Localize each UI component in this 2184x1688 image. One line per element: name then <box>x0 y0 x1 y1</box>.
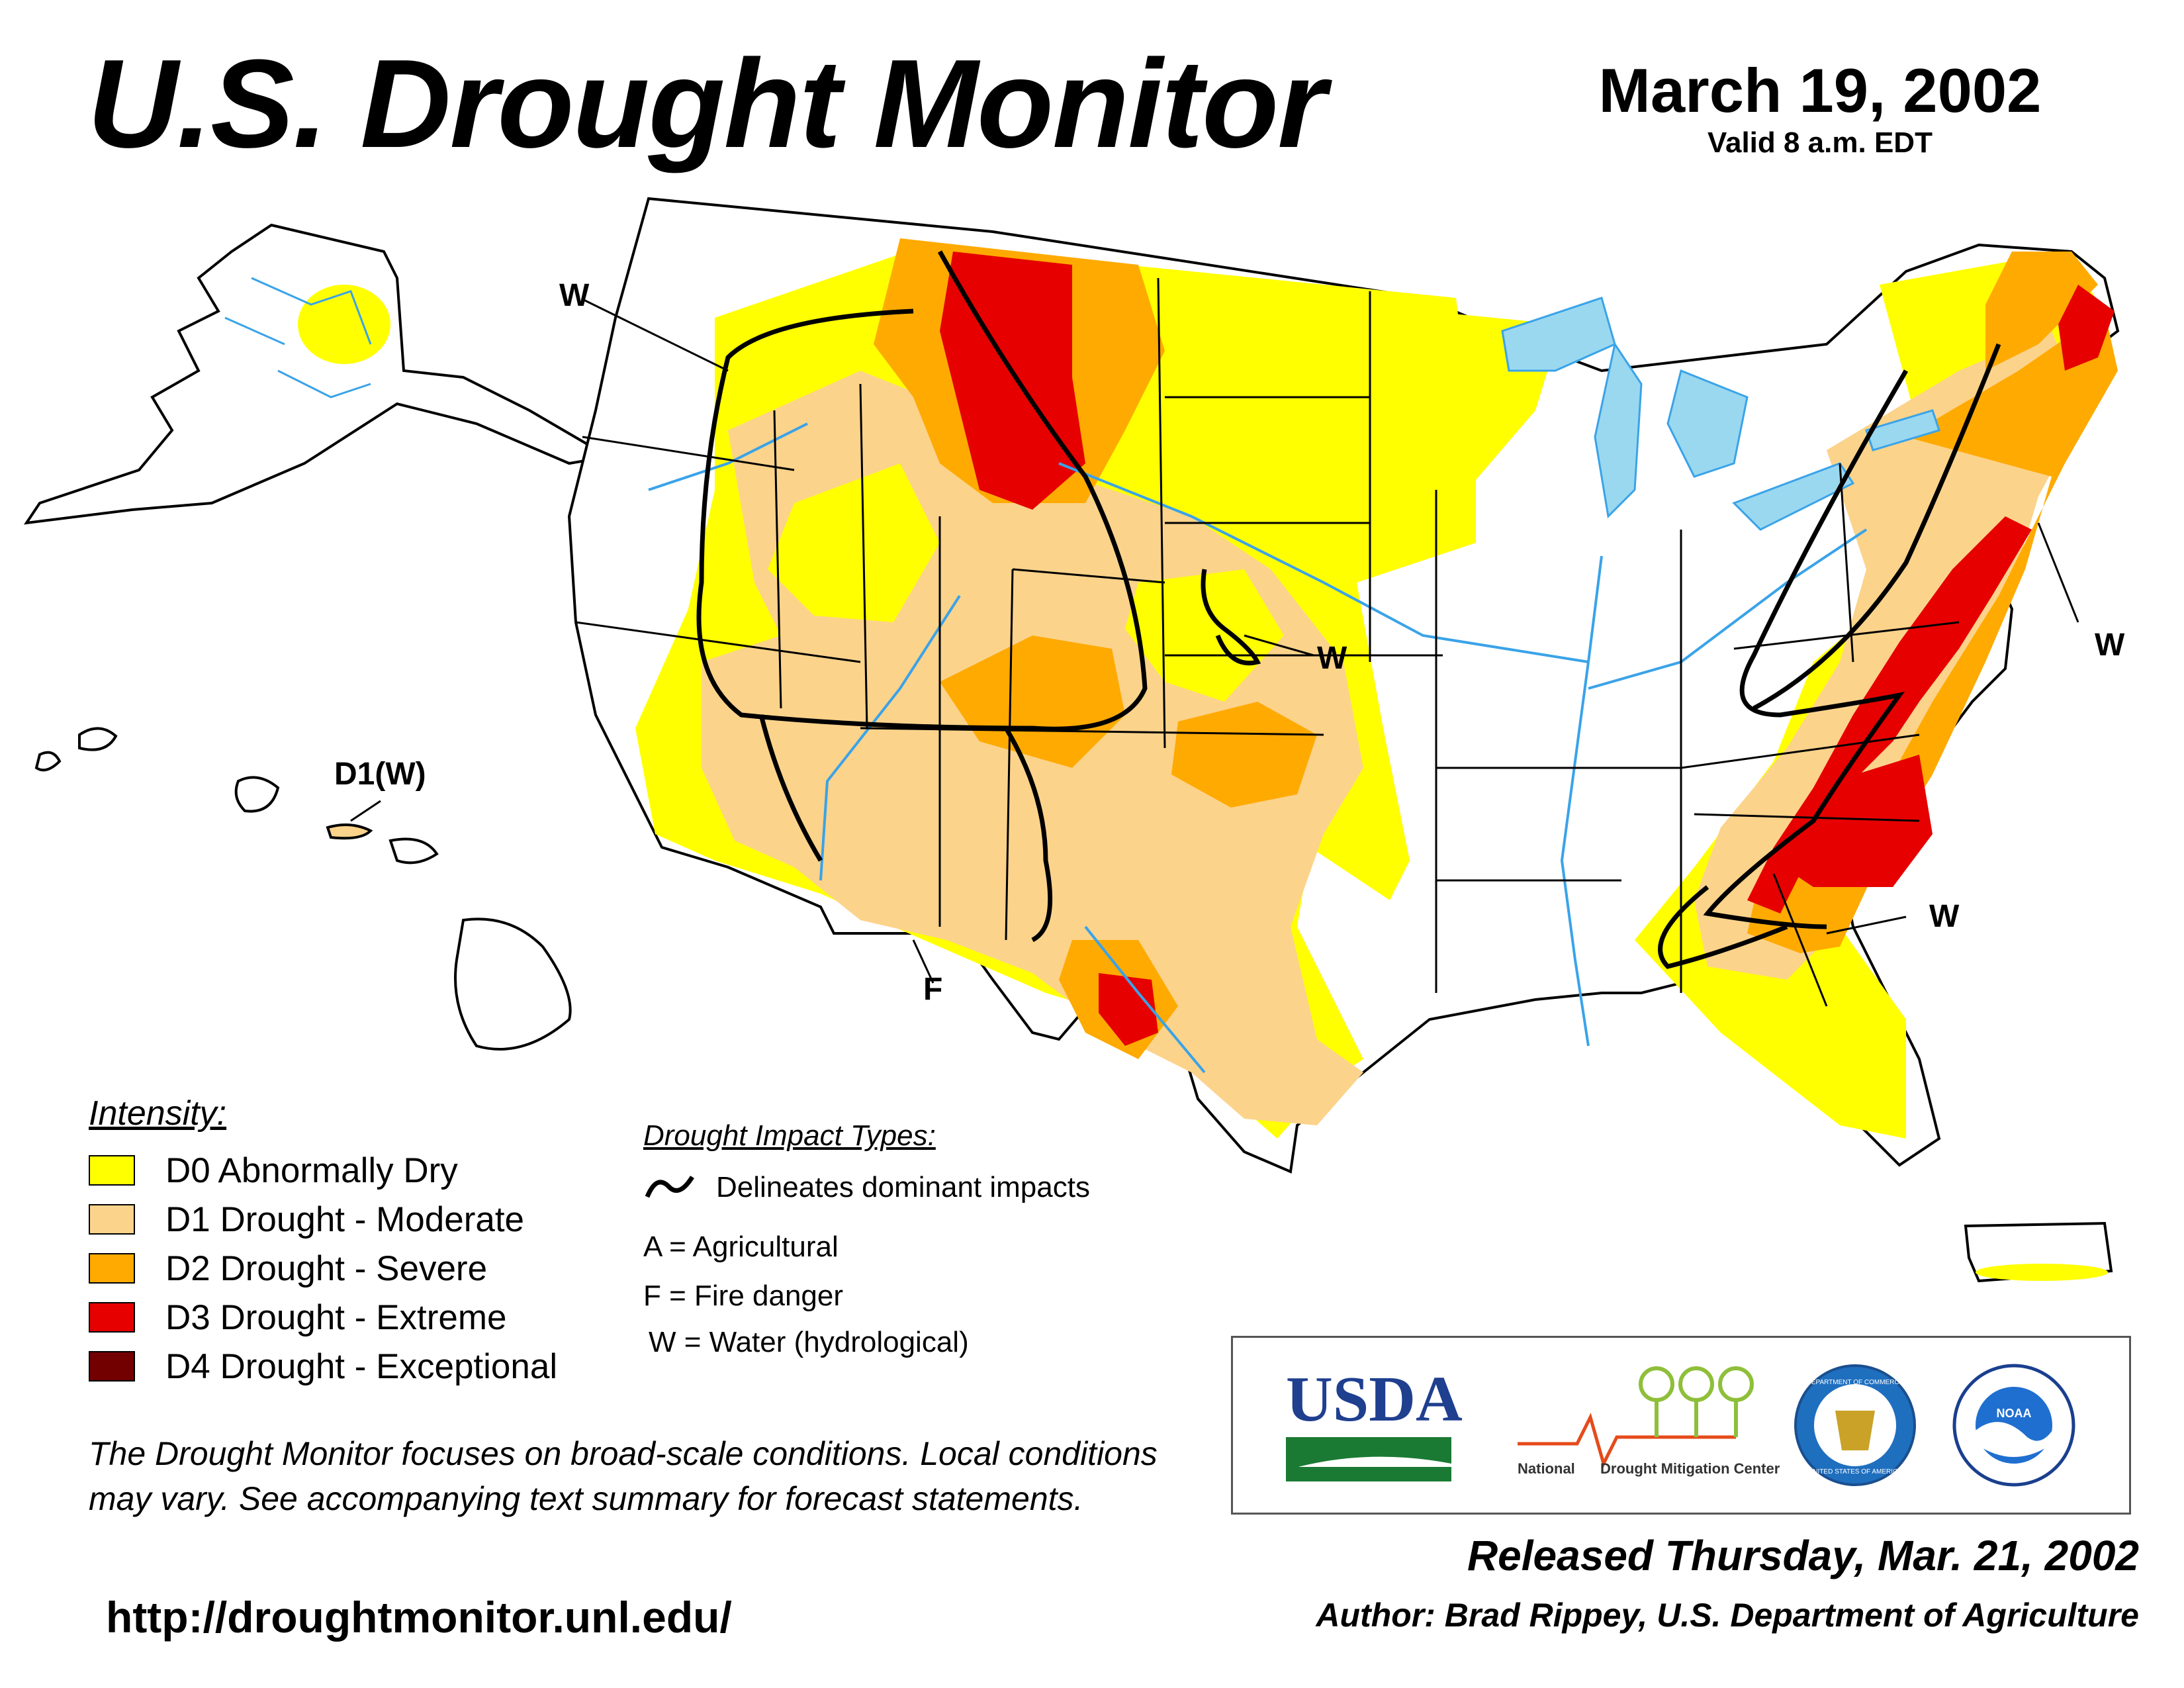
map-date: March 19, 2002 <box>1598 56 2042 125</box>
label-leaders <box>582 298 2079 984</box>
conus <box>567 197 2120 1174</box>
label-w-southeast: W <box>1929 899 1960 934</box>
svg-text:Drought Mitigation Center: Drought Mitigation Center <box>1600 1460 1780 1477</box>
legend-label: D1 Drought - Moderate <box>165 1199 525 1239</box>
lake-ontario <box>1865 409 1940 451</box>
lake-michigan <box>1594 342 1643 519</box>
molokai-d1-area <box>326 823 373 840</box>
mississippi-river <box>1560 555 1603 1047</box>
impact-code-agricultural: A = Agricultural <box>643 1231 839 1263</box>
lake-superior <box>1501 297 1616 372</box>
impact-code-fire: F = Fire danger <box>643 1280 844 1312</box>
impact-code-water: W = Water (hydrological) <box>649 1326 969 1358</box>
d0-plains-island <box>1125 569 1284 702</box>
rio-grande <box>1084 925 1206 1074</box>
label-f-southwest: F <box>923 972 942 1007</box>
lake-huron <box>1666 369 1749 478</box>
legend-swatch <box>89 1302 135 1333</box>
alaska-d0-area <box>298 285 390 364</box>
d3-carolinas <box>1774 755 1933 887</box>
legend-item-d2: D2 Drought - Severe <box>89 1248 487 1288</box>
release-date: Released Thursday, Mar. 21, 2002 <box>1467 1532 2139 1579</box>
impact-curve-icon <box>645 1176 694 1198</box>
d2-four-corners <box>940 635 1125 768</box>
monitor-url[interactable]: http://droughtmonitor.unl.edu/ <box>106 1593 732 1642</box>
svg-text:National: National <box>1518 1460 1575 1477</box>
lake-erie <box>1732 462 1855 531</box>
legend-item-d0: D0 Abnormally Dry <box>89 1150 458 1190</box>
legend-swatch <box>89 1155 135 1186</box>
svg-text:NOAA: NOAA <box>1997 1407 2032 1420</box>
label-hawaii-d1w: D1(W) <box>334 757 426 792</box>
legend-label: D4 Drought - Exceptional <box>165 1346 558 1386</box>
legend-swatch <box>89 1204 135 1235</box>
d0-idaho-island <box>768 463 940 622</box>
legend-item-d1: D1 Drought - Moderate <box>89 1199 524 1239</box>
colorado-river <box>819 594 961 881</box>
commerce-seal-icon: DEPARTMENT OF COMMERCE UNITED STATES OF … <box>1794 1364 1916 1486</box>
legend-swatch <box>89 1253 135 1284</box>
missouri-river <box>1058 462 1589 663</box>
legend-title: Intensity: <box>89 1094 227 1133</box>
puerto-rico <box>1964 1221 2113 1283</box>
alaska <box>23 223 613 525</box>
d3-west-texas <box>1099 973 1158 1046</box>
noaa-logo-icon: NOAA <box>1952 1364 2075 1487</box>
usda-logo: USDA <box>1286 1364 1463 1481</box>
legend-label: D3 Drought - Extreme <box>165 1297 507 1337</box>
svg-text:USDA: USDA <box>1286 1364 1463 1435</box>
legend-swatch <box>89 1351 135 1382</box>
svg-text:DEPARTMENT OF COMMERCE: DEPARTMENT OF COMMERCE <box>1807 1379 1904 1386</box>
columbia-river <box>648 422 808 491</box>
svg-text:UNITED STATES OF AMERICA: UNITED STATES OF AMERICA <box>1808 1468 1902 1476</box>
label-w-northeast: W <box>2095 628 2125 663</box>
impact-boundaries <box>696 250 2001 969</box>
label-w-northwest: W <box>559 278 590 313</box>
disclaimer-note: The Drought Monitor focuses on broad-sca… <box>89 1435 1158 1517</box>
d3-maine <box>2058 285 2115 371</box>
legend-item-d4: D4 Drought - Exceptional <box>89 1346 557 1386</box>
map-title: U.S. Drought Monitor <box>87 34 1326 174</box>
pr-d0-area <box>1976 1264 2108 1281</box>
impact-curve-label: Delineates dominant impacts <box>716 1171 1090 1203</box>
hawaii <box>34 727 572 1051</box>
ohio-river <box>1588 528 1868 690</box>
legend-item-d3: D3 Drought - Extreme <box>89 1297 506 1337</box>
impact-types-title: Drought Impact Types: <box>643 1119 936 1152</box>
legend-label: D2 Drought - Severe <box>165 1248 488 1288</box>
agency-logos: USDA National Drought Mitigation Center … <box>1231 1336 2131 1515</box>
ndmc-logo: National Drought Mitigation Center <box>1518 1366 1780 1477</box>
author-credit: Author: Brad Rippey, U.S. Department of … <box>1316 1597 2139 1634</box>
label-w-plains: W <box>1317 641 1347 676</box>
d2-southern-plains <box>1171 702 1317 808</box>
d2-maine <box>1985 252 2098 371</box>
legend-label: D0 Abnormally Dry <box>165 1150 458 1190</box>
valid-time: Valid 8 a.m. EDT <box>1707 126 1933 159</box>
